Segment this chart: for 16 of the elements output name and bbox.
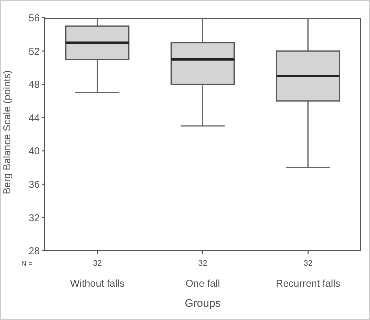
y-axis-title: Berg Balance Scale (points) — [2, 70, 14, 194]
y-tick-label: 28 — [28, 246, 40, 258]
x-tick-label: Without falls — [70, 279, 125, 290]
text: 32 — [93, 259, 103, 268]
x-tick-label: Recurrent falls — [276, 279, 341, 290]
y-tick-label: 36 — [28, 180, 40, 191]
x-axis-title: Groups — [184, 298, 222, 310]
x-tick-label: One fall — [186, 279, 220, 290]
text: 32 — [198, 259, 208, 268]
y-tick-label: 56 — [28, 14, 40, 25]
text: 32 — [304, 259, 314, 268]
y-tick-label: 40 — [28, 146, 40, 158]
y-tick-label: 44 — [28, 113, 40, 124]
y-tick-label: 32 — [28, 213, 40, 224]
y-tick-label: 48 — [28, 80, 40, 92]
y-tick-label: 52 — [28, 46, 40, 58]
